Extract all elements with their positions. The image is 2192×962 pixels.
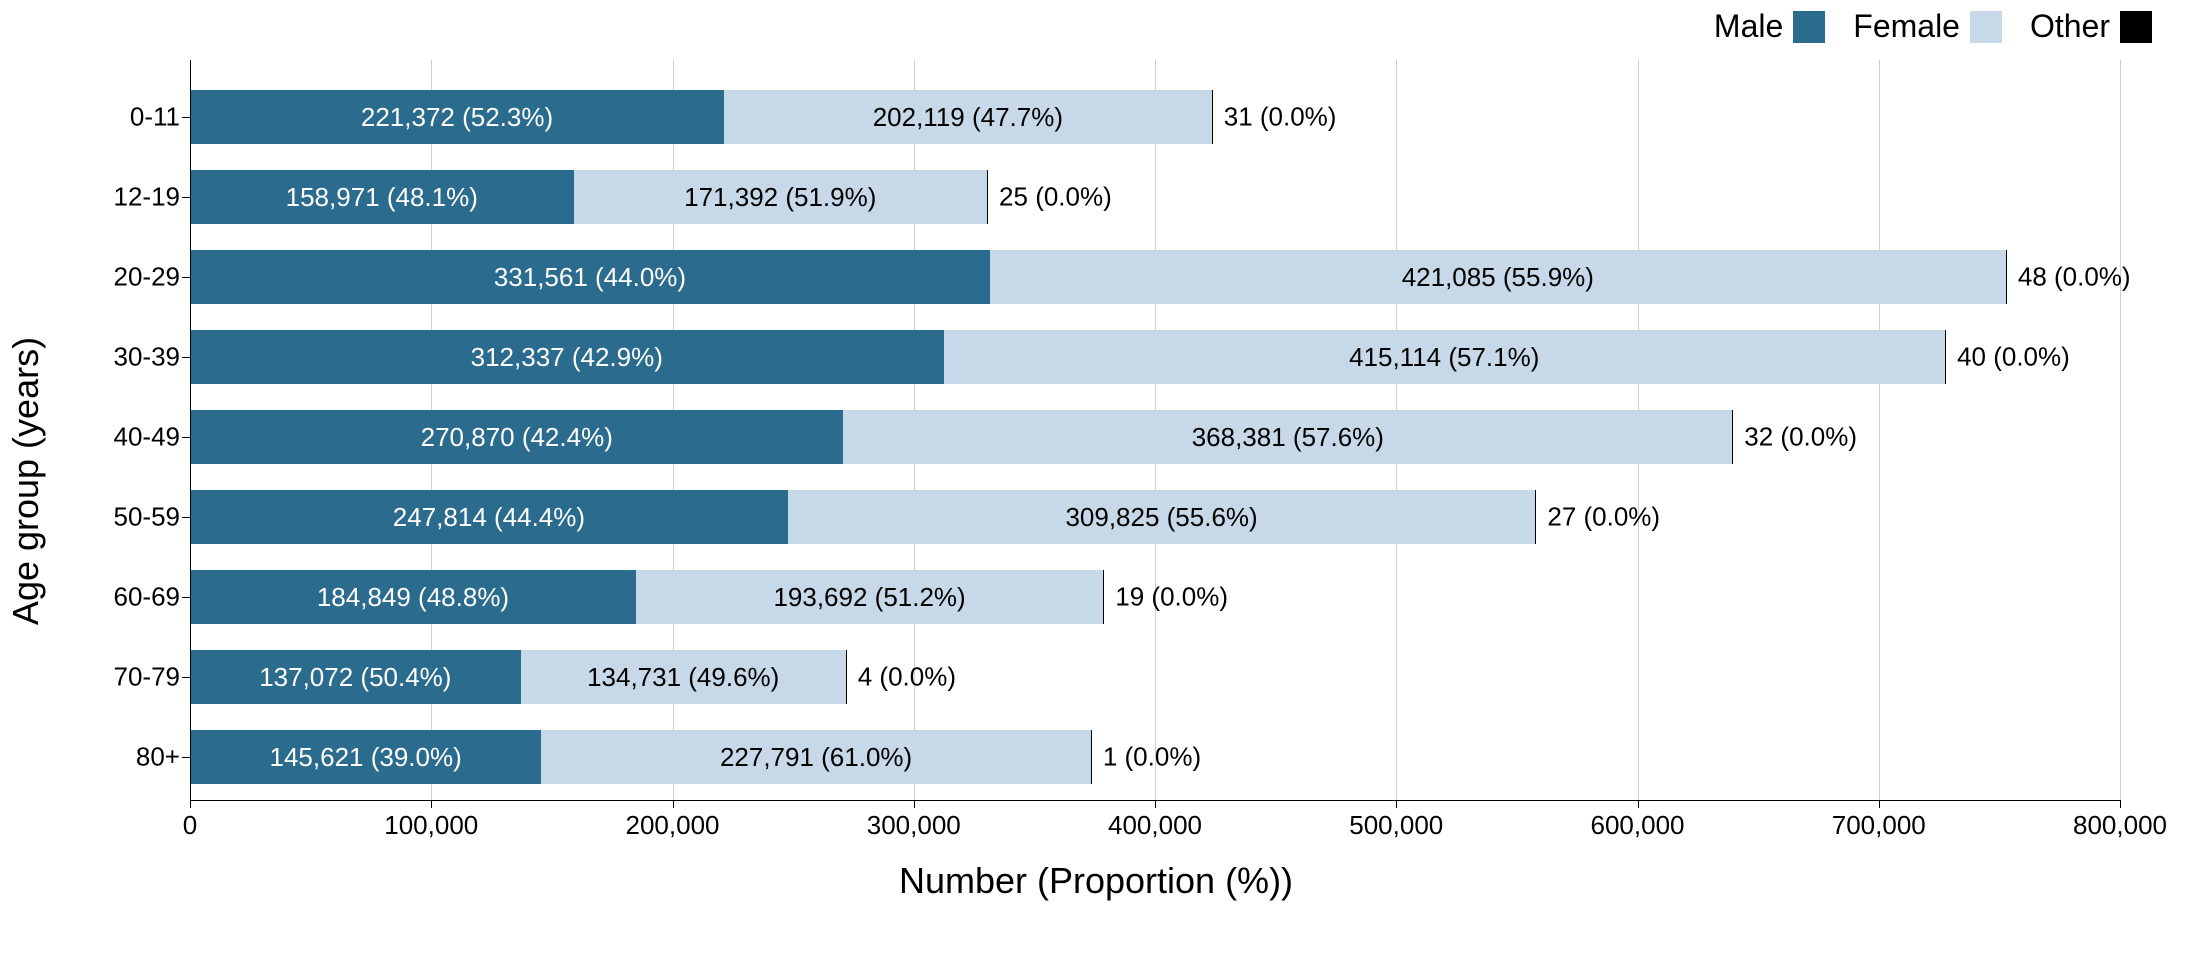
bar-segment-female: 415,114 (57.1%) xyxy=(944,330,1945,384)
bar-label-other: 40 (0.0%) xyxy=(1957,342,2070,373)
bar-segment-other xyxy=(2006,250,2007,304)
x-tick-mark xyxy=(190,800,191,808)
x-tick-mark xyxy=(673,800,674,808)
y-axis-title: Age group (years) xyxy=(5,337,47,625)
legend-item-female: Female xyxy=(1853,8,2002,45)
bar-row: 145,621 (39.0%)227,791 (61.0%) xyxy=(190,730,1092,784)
grid-line xyxy=(2120,60,2121,800)
y-tick-label: 80+ xyxy=(80,742,180,773)
y-tick-mark xyxy=(182,517,190,518)
bar-segment-other xyxy=(987,170,988,224)
y-tick-mark xyxy=(182,437,190,438)
y-tick-label: 12-19 xyxy=(80,182,180,213)
x-tick-mark xyxy=(1155,800,1156,808)
legend-label-male: Male xyxy=(1714,8,1783,45)
bar-segment-female: 227,791 (61.0%) xyxy=(541,730,1091,784)
bar-label-other: 48 (0.0%) xyxy=(2018,262,2131,293)
legend-label-other: Other xyxy=(2030,8,2110,45)
y-tick-label: 30-39 xyxy=(80,342,180,373)
bar-row: 247,814 (44.4%)309,825 (55.6%) xyxy=(190,490,1536,544)
y-tick-label: 20-29 xyxy=(80,262,180,293)
bar-segment-other xyxy=(1212,90,1213,144)
y-axis-line xyxy=(190,60,191,800)
y-tick-label: 0-11 xyxy=(80,102,180,133)
y-tick-mark xyxy=(182,197,190,198)
y-tick-mark xyxy=(182,757,190,758)
bar-segment-other xyxy=(846,650,847,704)
bar-segment-other xyxy=(1535,490,1536,544)
bar-segment-female: 421,085 (55.9%) xyxy=(990,250,2006,304)
bar-segment-male: 270,870 (42.4%) xyxy=(190,410,843,464)
x-tick-mark xyxy=(1638,800,1639,808)
x-tick-mark xyxy=(1879,800,1880,808)
x-tick-label: 300,000 xyxy=(867,810,961,841)
bar-label-other: 4 (0.0%) xyxy=(858,662,956,693)
x-tick-label: 700,000 xyxy=(1832,810,1926,841)
y-tick-mark xyxy=(182,677,190,678)
bar-row: 312,337 (42.9%)415,114 (57.1%) xyxy=(190,330,1946,384)
legend-item-other: Other xyxy=(2030,8,2152,45)
bar-segment-female: 309,825 (55.6%) xyxy=(788,490,1535,544)
bar-row: 221,372 (52.3%)202,119 (47.7%) xyxy=(190,90,1213,144)
bar-segment-male: 247,814 (44.4%) xyxy=(190,490,788,544)
x-tick-label: 600,000 xyxy=(1591,810,1685,841)
bar-segment-male: 184,849 (48.8%) xyxy=(190,570,636,624)
y-tick-mark xyxy=(182,117,190,118)
y-tick-mark xyxy=(182,597,190,598)
y-tick-label: 40-49 xyxy=(80,422,180,453)
legend-swatch-male xyxy=(1793,11,1825,43)
bar-segment-other xyxy=(1732,410,1733,464)
y-tick-label: 70-79 xyxy=(80,662,180,693)
y-tick-label: 60-69 xyxy=(80,582,180,613)
x-tick-label: 500,000 xyxy=(1349,810,1443,841)
bar-label-other: 1 (0.0%) xyxy=(1103,742,1201,773)
bar-segment-female: 171,392 (51.9%) xyxy=(574,170,987,224)
x-tick-mark xyxy=(2120,800,2121,808)
legend-label-female: Female xyxy=(1853,8,1960,45)
bar-segment-male: 145,621 (39.0%) xyxy=(190,730,541,784)
x-tick-label: 0 xyxy=(183,810,197,841)
bar-row: 184,849 (48.8%)193,692 (51.2%) xyxy=(190,570,1104,624)
y-tick-mark xyxy=(182,277,190,278)
bar-label-other: 19 (0.0%) xyxy=(1115,582,1228,613)
bar-segment-male: 331,561 (44.0%) xyxy=(190,250,990,304)
bar-segment-male: 312,337 (42.9%) xyxy=(190,330,944,384)
stacked-bar-chart: Male Female Other Age group (years) 221,… xyxy=(0,0,2192,962)
x-axis-title: Number (Proportion (%)) xyxy=(899,860,1293,902)
bar-segment-male: 137,072 (50.4%) xyxy=(190,650,521,704)
legend-swatch-other xyxy=(2120,11,2152,43)
bar-segment-female: 368,381 (57.6%) xyxy=(843,410,1732,464)
x-tick-label: 400,000 xyxy=(1108,810,1202,841)
bar-segment-male: 221,372 (52.3%) xyxy=(190,90,724,144)
bar-segment-female: 193,692 (51.2%) xyxy=(636,570,1103,624)
bar-row: 137,072 (50.4%)134,731 (49.6%) xyxy=(190,650,847,704)
legend-swatch-female xyxy=(1970,11,2002,43)
bar-segment-other xyxy=(1091,730,1092,784)
bar-row: 158,971 (48.1%)171,392 (51.9%) xyxy=(190,170,988,224)
bar-segment-female: 134,731 (49.6%) xyxy=(521,650,846,704)
bar-row: 270,870 (42.4%)368,381 (57.6%) xyxy=(190,410,1733,464)
x-tick-label: 100,000 xyxy=(384,810,478,841)
bar-label-other: 27 (0.0%) xyxy=(1547,502,1660,533)
bar-label-other: 25 (0.0%) xyxy=(999,182,1112,213)
bar-segment-other xyxy=(1103,570,1104,624)
legend-item-male: Male xyxy=(1714,8,1825,45)
x-tick-label: 800,000 xyxy=(2073,810,2167,841)
bar-row: 331,561 (44.0%)421,085 (55.9%) xyxy=(190,250,2007,304)
y-tick-label: 50-59 xyxy=(80,502,180,533)
x-tick-mark xyxy=(914,800,915,808)
bar-label-other: 32 (0.0%) xyxy=(1744,422,1857,453)
bar-label-other: 31 (0.0%) xyxy=(1224,102,1337,133)
x-tick-mark xyxy=(431,800,432,808)
plot-area: 221,372 (52.3%)202,119 (47.7%) 31 (0.0%) 1… xyxy=(190,60,2120,800)
bar-segment-male: 158,971 (48.1%) xyxy=(190,170,574,224)
grid-line xyxy=(1879,60,1880,800)
y-tick-mark xyxy=(182,357,190,358)
bar-segment-other xyxy=(1945,330,1946,384)
bar-segment-female: 202,119 (47.7%) xyxy=(724,90,1212,144)
x-tick-mark xyxy=(1396,800,1397,808)
x-tick-label: 200,000 xyxy=(626,810,720,841)
legend: Male Female Other xyxy=(1714,8,2152,45)
